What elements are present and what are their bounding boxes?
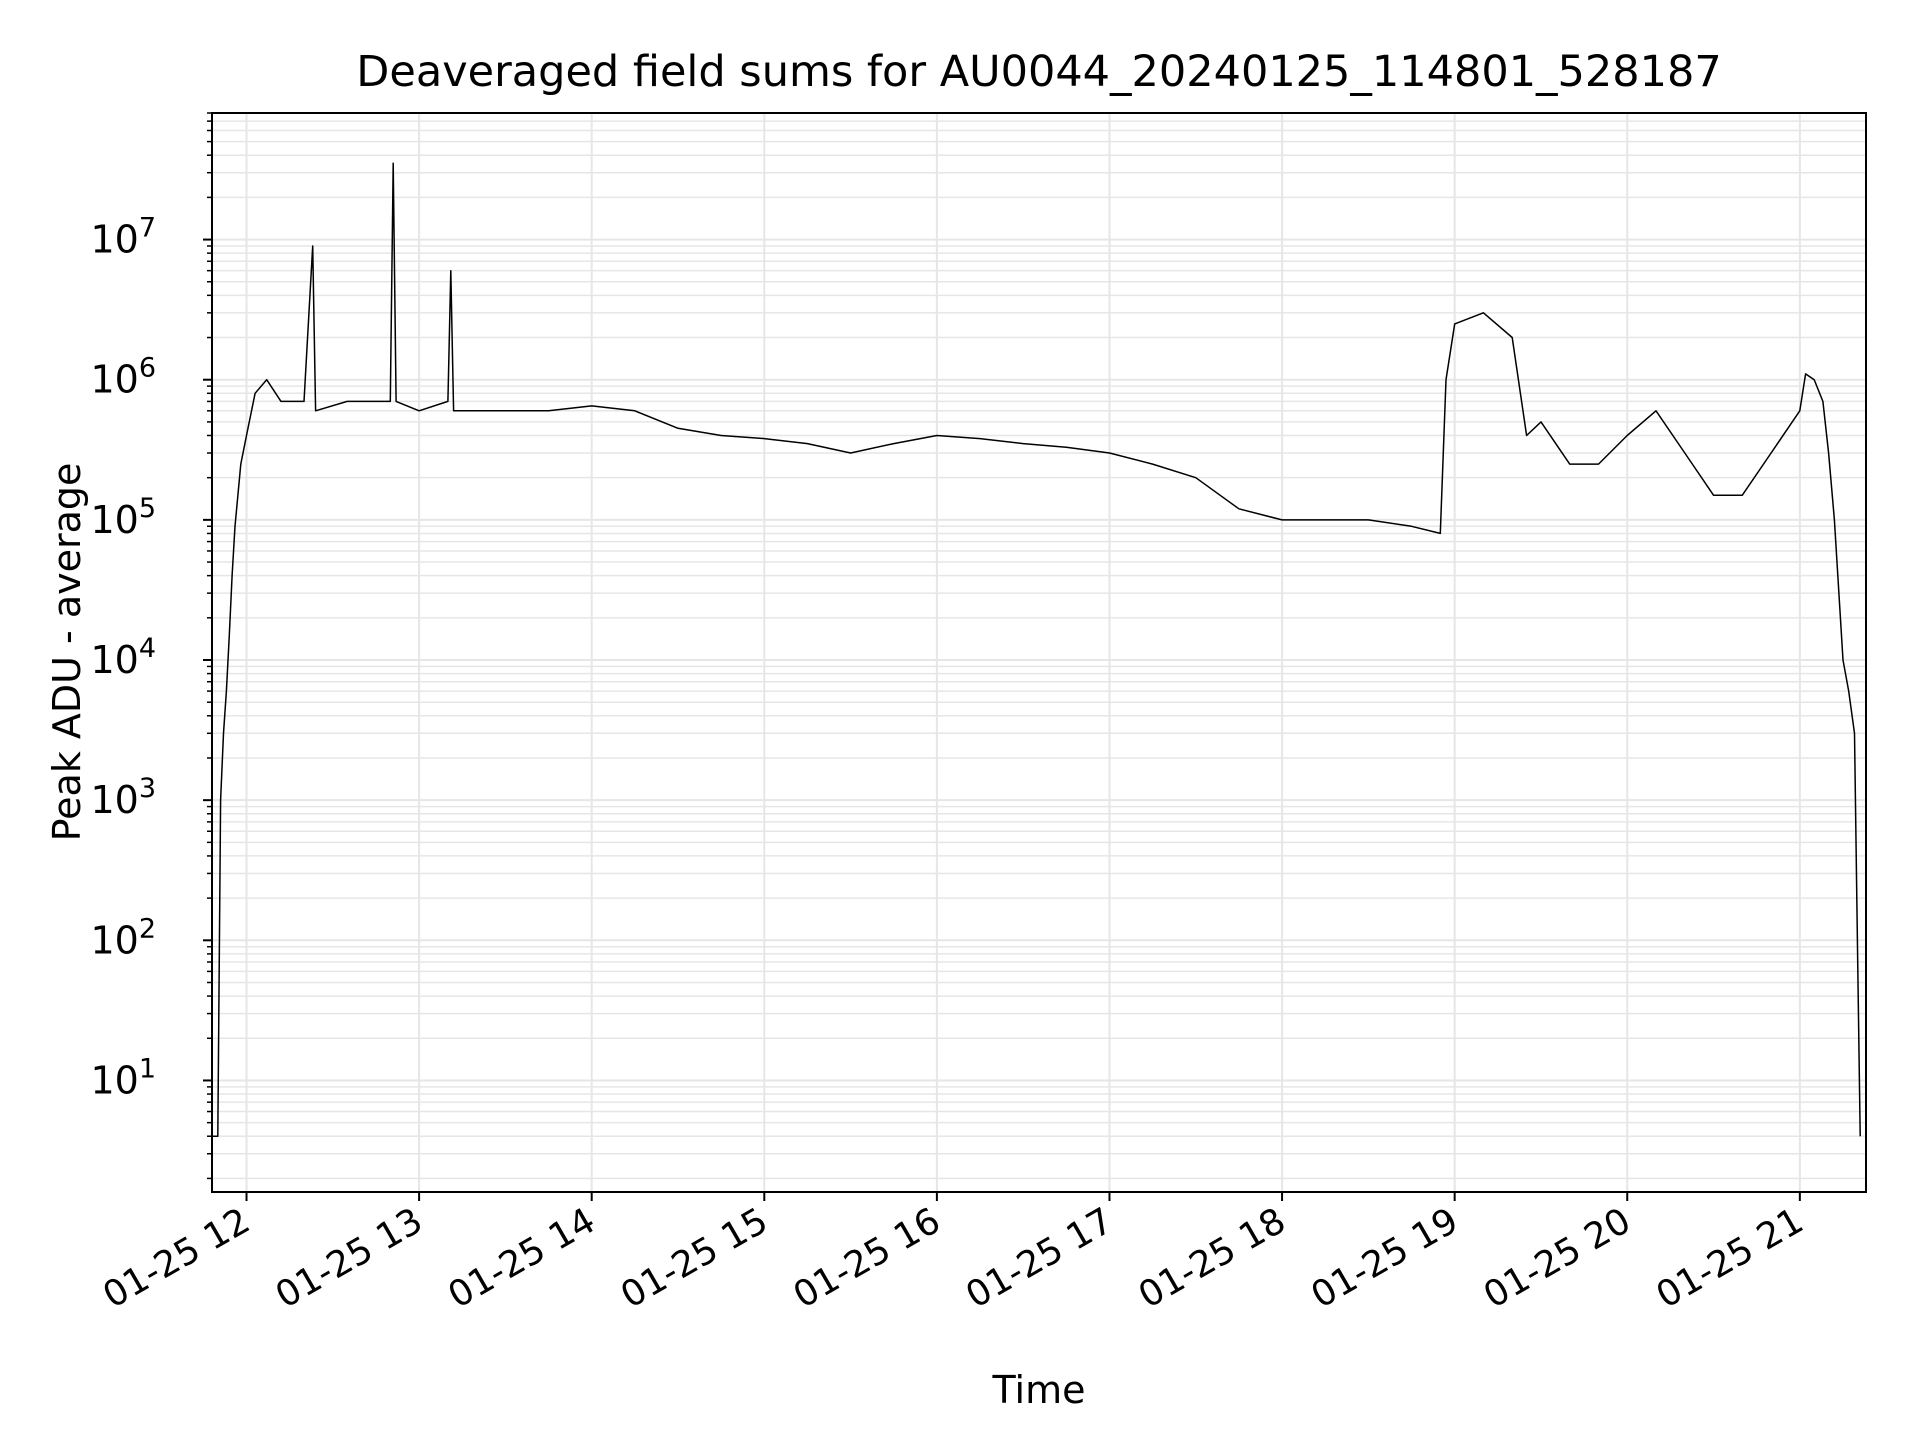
grid-layer (212, 112, 1866, 1192)
plot-frame (211, 112, 1867, 1193)
y-tick-label: 105 (90, 493, 156, 542)
series-line (212, 162, 1861, 1137)
y-tick-label: 107 (90, 213, 156, 262)
y-axis-label: Peak ADU - average (45, 463, 89, 842)
y-tick-label: 101 (90, 1053, 156, 1102)
y-tick-label: 104 (90, 633, 156, 682)
y-tick-label: 106 (90, 353, 156, 402)
y-tick-label: 102 (90, 913, 156, 962)
series-layer (212, 162, 1861, 1137)
chart-title: Deaveraged field sums for AU0044_2024012… (356, 47, 1721, 97)
y-tick-label: 103 (90, 773, 156, 822)
x-axis-label: Time (992, 1368, 1086, 1412)
